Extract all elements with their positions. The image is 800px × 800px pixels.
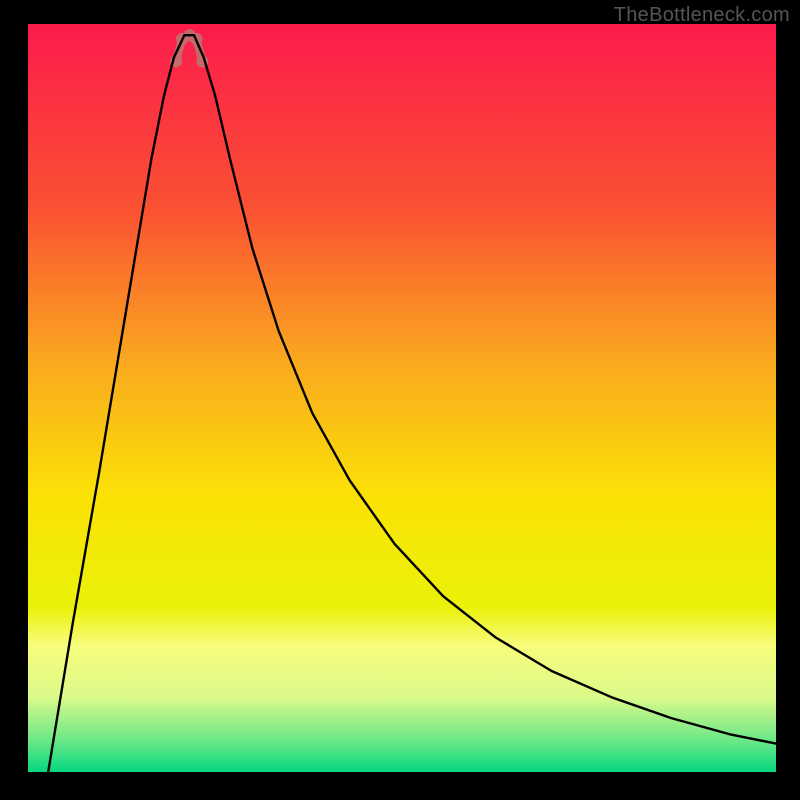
chart-background [28,24,776,772]
chart-svg [28,24,776,772]
attribution-text: TheBottleneck.com [614,4,790,27]
chart-plot-area [28,24,776,772]
